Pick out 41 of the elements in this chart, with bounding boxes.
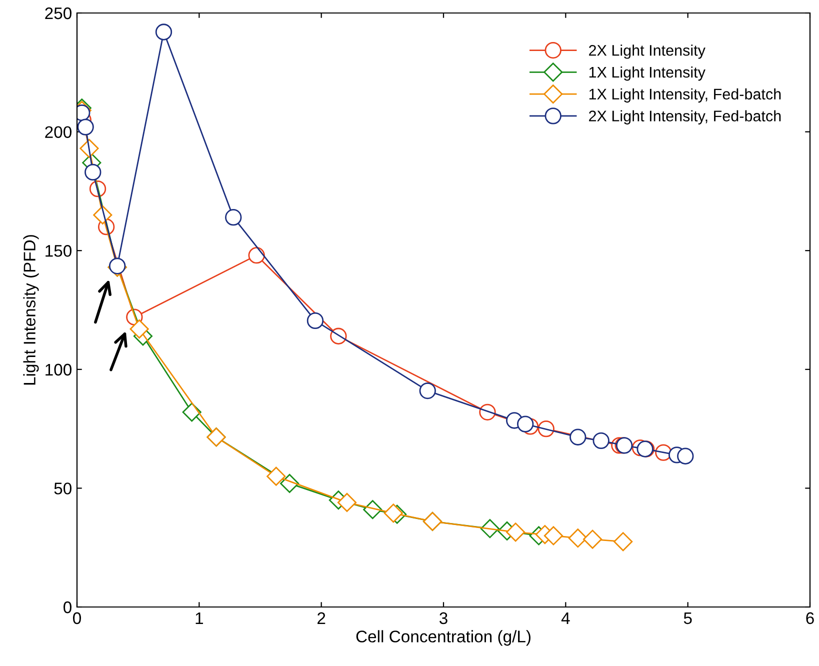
point — [384, 504, 403, 523]
point — [225, 209, 242, 226]
x-tick-label: 3 — [440, 612, 448, 624]
point — [592, 432, 610, 450]
point — [108, 258, 126, 274]
y-tick-label: 150 — [46, 245, 72, 257]
legend-label: 1X Light Intensity, Fed-batch — [589, 88, 781, 103]
point — [130, 319, 149, 339]
x-tick-label: 6 — [806, 612, 814, 624]
y-axis-title: Light Intensity (PFD) — [23, 235, 39, 385]
y-tick-label: 50 — [54, 482, 72, 494]
point — [337, 492, 357, 512]
point — [77, 118, 94, 136]
y-tick-label: 200 — [45, 126, 72, 138]
point — [517, 416, 534, 432]
x-axis-title: Cell Concentration (g/L) — [356, 630, 530, 646]
point — [570, 428, 586, 446]
y-tick-label: 100 — [46, 364, 72, 376]
point — [506, 522, 526, 542]
point — [248, 247, 265, 264]
point — [614, 532, 633, 552]
x-tick-label: 1 — [196, 612, 203, 624]
legend-label: 1X Light Intensity — [589, 66, 706, 81]
point — [568, 528, 588, 548]
point — [306, 312, 324, 330]
point — [155, 24, 172, 40]
point — [419, 382, 436, 400]
point — [84, 164, 102, 181]
point — [182, 402, 202, 422]
point — [544, 526, 563, 546]
x-tick-label: 2 — [318, 612, 326, 624]
point — [677, 448, 694, 464]
point — [266, 466, 286, 486]
legend-label: 2X Light Intensity, Fed-batch — [589, 110, 781, 124]
y-tick-label: 0 — [64, 601, 72, 614]
y-tick-label: 250 — [45, 7, 72, 20]
x-tick-label: 5 — [684, 612, 692, 624]
point — [583, 530, 602, 549]
x-tick-label: 0 — [73, 612, 81, 624]
x-tick-label: 4 — [561, 612, 570, 624]
legend-label: 2X Light Intensity — [589, 44, 706, 59]
